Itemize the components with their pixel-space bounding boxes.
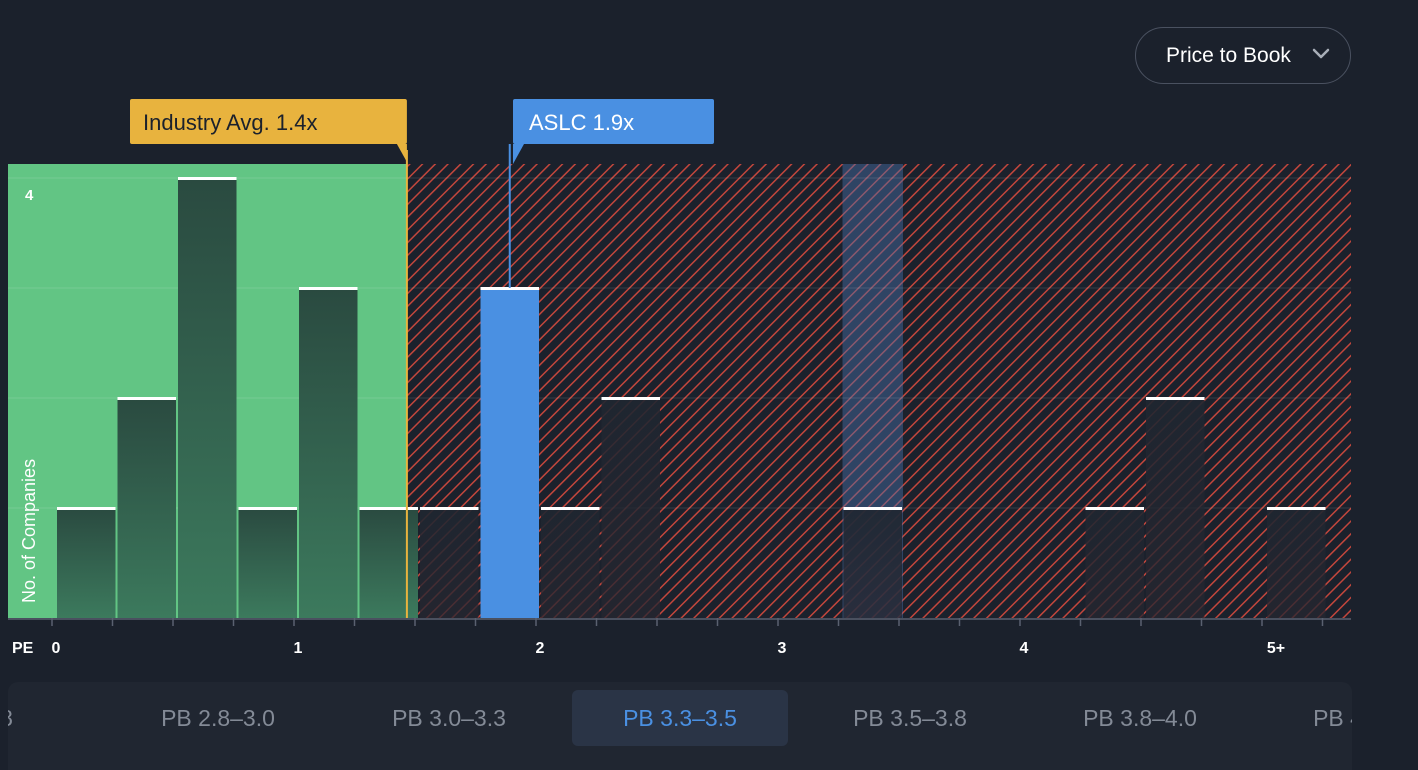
x-tick-label: 1 xyxy=(294,640,303,657)
histogram-bar xyxy=(299,288,358,618)
industry-average-label: Industry Avg. 1.4x xyxy=(143,110,317,135)
histogram-bar xyxy=(117,398,176,618)
tab-pb-range[interactable]: PB 2.5–2.8 xyxy=(8,690,64,746)
tab-pb-range[interactable]: PB 2.8–3.0 xyxy=(161,704,275,731)
tab-pb-range[interactable]: PB 3.8–4.0 xyxy=(1083,704,1197,731)
x-tick-label: 2 xyxy=(536,640,545,657)
company-label: ASLC 1.9x xyxy=(529,110,634,135)
bar-cap xyxy=(57,507,116,510)
bar-cap xyxy=(1267,507,1326,510)
x-tick-label: 5+ xyxy=(1267,640,1285,657)
x-axis-label: PE xyxy=(12,640,34,657)
histogram-bar xyxy=(178,178,237,618)
histogram-bar xyxy=(57,508,116,618)
histogram-bar xyxy=(1267,508,1326,618)
company-pointer xyxy=(513,144,524,164)
y-tick-label: 4 xyxy=(25,187,34,204)
bar-cap xyxy=(238,507,297,510)
x-tick-label: 4 xyxy=(1020,640,1029,657)
industry-average-pointer xyxy=(396,144,407,162)
histogram-bar xyxy=(1146,398,1205,618)
pb-histogram-chart: 0 1 2 3 4 5+ PE Industry Avg. 1.4x ASLC 1.9x 4 No… xyxy=(8,99,1351,657)
tab-pb-range-active[interactable]: PB 3.3–3.5 xyxy=(572,690,788,746)
bar-cap xyxy=(601,397,660,400)
bar-cap xyxy=(359,507,418,510)
bar-cap xyxy=(1085,507,1144,510)
histogram-bar xyxy=(238,508,297,618)
bar-cap xyxy=(178,177,237,180)
bar-cap xyxy=(843,507,902,510)
histogram-bar xyxy=(601,398,660,618)
tab-pb-range[interactable]: PB 3.0–3.3 xyxy=(392,704,506,731)
bar-cap xyxy=(1146,397,1205,400)
metric-dropdown[interactable]: Price to Book xyxy=(1135,27,1351,84)
metric-dropdown-label: Price to Book xyxy=(1166,43,1291,67)
industry-average-label-box xyxy=(130,99,407,144)
bar-cap xyxy=(480,287,539,290)
tab-pb-range[interactable]: PB 3.5–3.8 xyxy=(853,704,967,731)
y-axis-label: No. of Companies xyxy=(19,459,39,603)
bar-cap xyxy=(117,397,176,400)
company-label-box xyxy=(513,99,714,144)
chevron-down-icon xyxy=(1312,48,1330,59)
histogram-bar xyxy=(843,508,902,618)
bar-cap xyxy=(541,507,600,510)
histogram-bar xyxy=(359,508,418,618)
histogram-bar xyxy=(1085,508,1144,618)
company-bar xyxy=(480,288,539,618)
x-tick-label: 0 xyxy=(52,640,61,657)
tab-pb-range[interactable]: PB 4.0–4.3 xyxy=(1313,704,1352,731)
histogram-bar xyxy=(420,508,479,618)
bar-cap xyxy=(420,507,479,510)
bar-cap xyxy=(299,287,358,290)
histogram-bar xyxy=(541,508,600,618)
x-tick-label: 3 xyxy=(778,640,787,657)
pb-range-tabs: PB 2.5–2.8 PB 2.8–3.0 PB 3.0–3.3 PB 3.3–… xyxy=(8,682,1352,770)
